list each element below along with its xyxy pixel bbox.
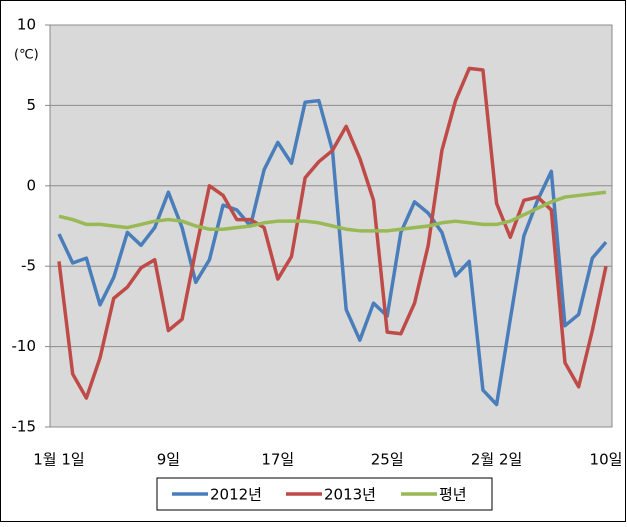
- x-tick-label: 2월 2일: [471, 451, 522, 469]
- x-tick-label: 9일: [157, 451, 180, 469]
- line-series: [57, 66, 608, 400]
- y-tick-label: -15: [12, 418, 37, 436]
- x-tick-label: 25일: [371, 451, 404, 469]
- line-series: [58, 190, 607, 233]
- y-tick-label: -5: [21, 257, 36, 275]
- y-tick-label: 5: [26, 96, 36, 114]
- y-tick-label: 0: [26, 176, 36, 194]
- unit-label: (℃): [14, 48, 39, 63]
- legend-label: 2012년: [210, 486, 262, 504]
- y-tick-label: -10: [12, 337, 37, 355]
- x-tick-label: 17일: [261, 451, 294, 469]
- y-tick-label: 10: [17, 16, 36, 34]
- legend-label: 2013년: [324, 486, 376, 504]
- x-tick-label: 1월 1일: [33, 451, 84, 469]
- legend-label: 평년: [439, 486, 467, 504]
- x-tick-label: 10일: [590, 451, 623, 469]
